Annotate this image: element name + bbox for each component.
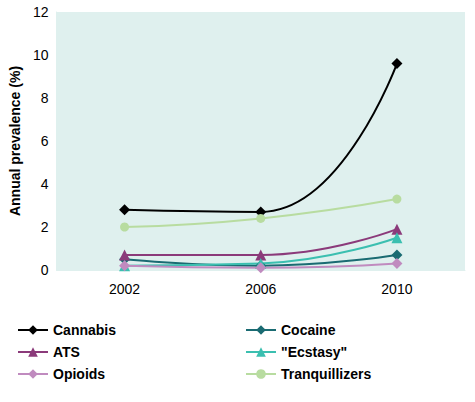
svg-text:4: 4: [41, 176, 49, 192]
svg-text:2010: 2010: [381, 281, 412, 297]
svg-text:8: 8: [41, 90, 49, 106]
svg-text:2006: 2006: [245, 281, 276, 297]
svg-text:"Ecstasy": "Ecstasy": [281, 344, 347, 360]
svg-text:Opioids: Opioids: [53, 366, 105, 382]
svg-text:0: 0: [41, 262, 49, 278]
svg-text:ATS: ATS: [53, 344, 80, 360]
svg-text:2: 2: [41, 219, 49, 235]
svg-text:10: 10: [33, 47, 49, 63]
svg-text:6: 6: [41, 133, 49, 149]
svg-text:Annual prevalence (%): Annual prevalence (%): [7, 66, 23, 216]
svg-text:Cocaine: Cocaine: [281, 322, 336, 338]
svg-text:12: 12: [33, 4, 49, 20]
svg-text:Cannabis: Cannabis: [53, 322, 116, 338]
svg-text:2002: 2002: [109, 281, 140, 297]
svg-text:Tranquillizers: Tranquillizers: [281, 366, 371, 382]
